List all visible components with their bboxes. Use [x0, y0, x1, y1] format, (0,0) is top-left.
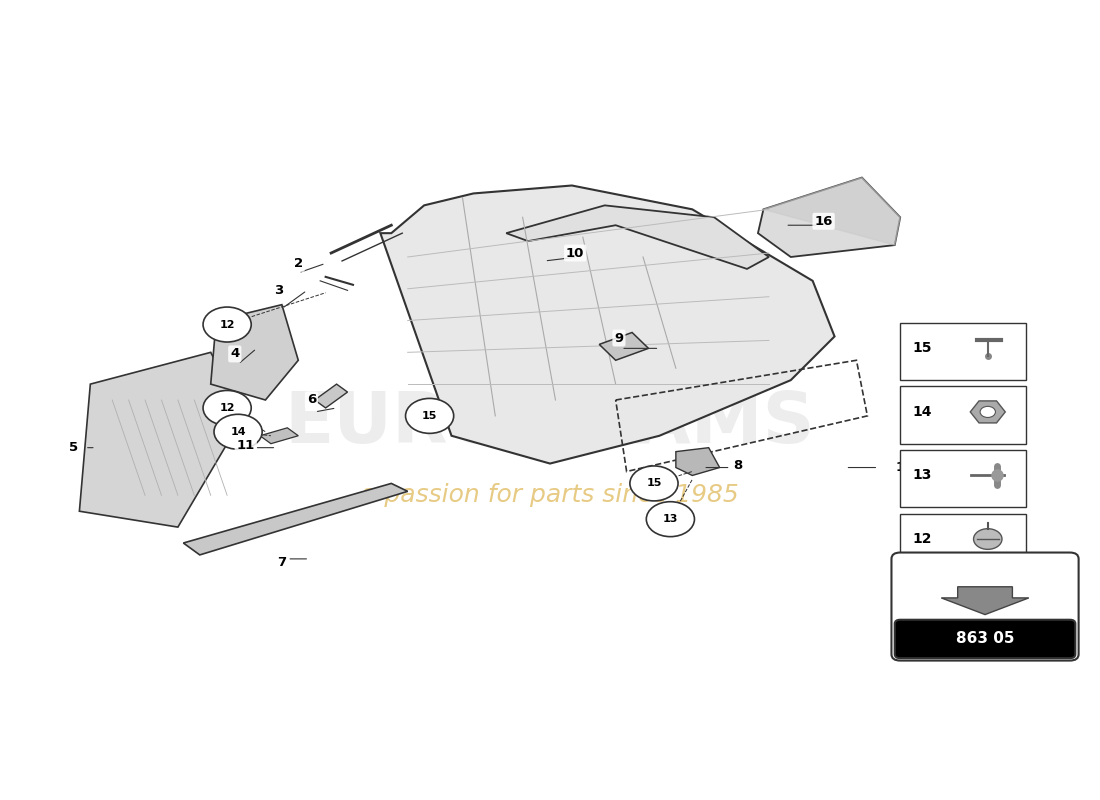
Text: 8: 8 — [734, 458, 742, 472]
Text: 5: 5 — [69, 441, 78, 454]
Polygon shape — [184, 483, 408, 555]
Polygon shape — [211, 305, 298, 400]
Text: 14: 14 — [230, 426, 246, 437]
Text: 14: 14 — [912, 405, 932, 419]
Polygon shape — [381, 186, 835, 463]
Text: 6: 6 — [307, 394, 316, 406]
Text: 15: 15 — [647, 478, 662, 489]
Polygon shape — [260, 428, 298, 444]
Text: 10: 10 — [566, 246, 584, 259]
Circle shape — [204, 390, 251, 426]
Text: 15: 15 — [912, 342, 932, 355]
FancyBboxPatch shape — [900, 514, 1026, 571]
Text: 4: 4 — [230, 347, 240, 361]
Polygon shape — [506, 206, 769, 269]
Text: 12: 12 — [219, 403, 235, 413]
Circle shape — [204, 307, 251, 342]
Text: 11: 11 — [236, 438, 255, 452]
Text: 3: 3 — [274, 284, 283, 297]
Circle shape — [214, 414, 262, 450]
Text: 1: 1 — [895, 461, 905, 474]
Polygon shape — [600, 333, 649, 360]
Text: 12: 12 — [219, 319, 235, 330]
Polygon shape — [942, 586, 1028, 614]
FancyBboxPatch shape — [900, 323, 1026, 380]
Polygon shape — [758, 178, 900, 257]
Circle shape — [980, 406, 996, 418]
Text: 7: 7 — [277, 556, 286, 570]
Polygon shape — [79, 352, 243, 527]
Circle shape — [974, 529, 1002, 550]
FancyBboxPatch shape — [894, 620, 1076, 658]
Text: 16: 16 — [814, 214, 833, 228]
Polygon shape — [315, 384, 348, 408]
Text: 2: 2 — [294, 257, 302, 270]
Text: 9: 9 — [615, 331, 624, 345]
Polygon shape — [763, 178, 900, 245]
Text: 13: 13 — [662, 514, 678, 524]
Text: EUROLICAMS: EUROLICAMS — [285, 390, 815, 458]
Circle shape — [406, 398, 453, 434]
Circle shape — [647, 502, 694, 537]
Polygon shape — [675, 448, 719, 475]
Circle shape — [630, 466, 678, 501]
Text: a passion for parts since 1985: a passion for parts since 1985 — [361, 483, 739, 507]
Polygon shape — [970, 401, 1005, 423]
Text: 15: 15 — [422, 411, 438, 421]
Text: 13: 13 — [912, 469, 932, 482]
Text: 863 05: 863 05 — [956, 631, 1014, 646]
FancyBboxPatch shape — [900, 450, 1026, 507]
Text: 12: 12 — [912, 532, 932, 546]
FancyBboxPatch shape — [900, 386, 1026, 444]
FancyBboxPatch shape — [891, 553, 1079, 661]
